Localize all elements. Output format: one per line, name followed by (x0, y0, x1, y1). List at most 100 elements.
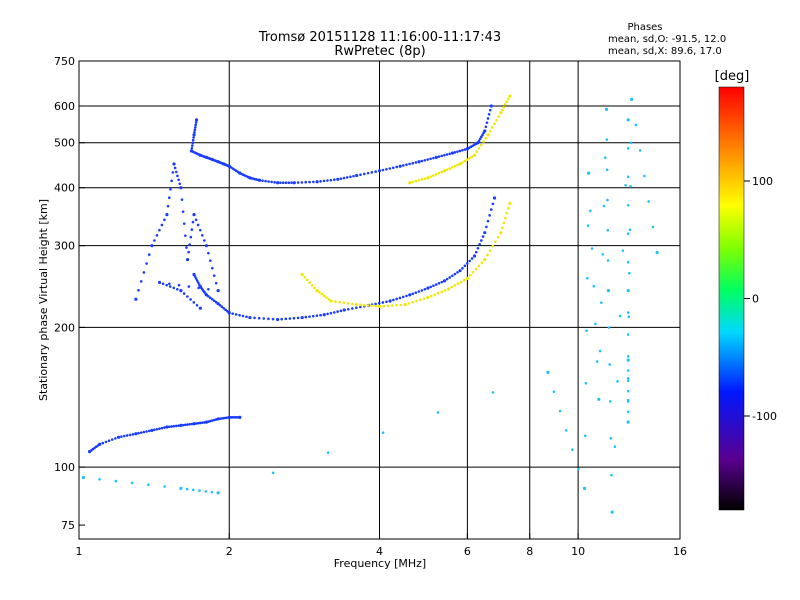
interpolated-point (626, 311, 630, 314)
interpolated-point (171, 171, 175, 174)
data-point (172, 162, 176, 166)
interpolated-point (194, 218, 198, 222)
data-point (499, 231, 503, 235)
interpolated-point (342, 176, 346, 180)
interpolated-point (261, 179, 264, 182)
grid-lines (79, 61, 680, 539)
interpolated-point (504, 103, 507, 106)
interpolated-point (607, 326, 611, 329)
interpolated-point (497, 115, 500, 118)
interpolated-point (308, 281, 311, 284)
interpolated-point (137, 289, 140, 292)
interpolated-point (453, 164, 457, 168)
interpolated-point (479, 143, 483, 147)
interpolated-point (139, 431, 143, 434)
data-point (426, 176, 430, 180)
stats-heading: Phases (627, 22, 662, 33)
interpolated-point (304, 315, 308, 319)
data-points (81, 94, 659, 514)
interpolated-point (155, 427, 159, 431)
interpolated-point (188, 243, 192, 246)
interpolated-point (459, 280, 463, 284)
interpolated-point (448, 167, 452, 170)
interpolated-point (436, 411, 440, 414)
interpolated-point (101, 441, 105, 445)
interpolated-point (603, 156, 607, 159)
y-tick-label: 500 (54, 137, 75, 150)
interpolated-point (167, 425, 171, 429)
interpolated-point (423, 158, 427, 162)
interpolated-point (440, 154, 444, 158)
interpolated-point (434, 283, 438, 286)
interpolated-point (165, 283, 168, 287)
interpolated-point (477, 139, 481, 143)
interpolated-point (207, 287, 210, 291)
interpolated-point (161, 282, 165, 286)
data-point (248, 315, 252, 320)
interpolated-point (470, 155, 474, 158)
interpolated-point (203, 421, 206, 424)
interpolated-point (226, 310, 229, 313)
data-point (403, 302, 407, 307)
interpolated-point (305, 278, 309, 282)
interpolated-point (334, 300, 337, 303)
interpolated-point (181, 210, 185, 213)
interpolated-point (158, 228, 161, 232)
interpolated-point (381, 168, 385, 172)
interpolated-point (214, 418, 218, 421)
interpolated-point (610, 473, 613, 477)
interpolated-point (651, 225, 655, 229)
data-point (276, 181, 280, 185)
interpolated-point (210, 297, 214, 301)
interpolated-point (231, 312, 234, 315)
data-point (157, 280, 162, 285)
interpolated-point (417, 178, 421, 182)
interpolated-point (279, 181, 282, 185)
interpolated-point (586, 276, 589, 280)
interpolated-point (191, 220, 195, 224)
data-point (626, 358, 630, 362)
interpolated-point (440, 170, 444, 174)
data-point (499, 111, 503, 115)
interpolated-point (267, 317, 270, 321)
interpolated-point (256, 178, 260, 182)
interpolated-point (440, 280, 444, 284)
interpolated-point (450, 274, 454, 278)
interpolated-point (411, 161, 415, 165)
interpolated-point (319, 313, 322, 317)
interpolated-point (197, 283, 201, 286)
interpolated-point (281, 181, 285, 185)
interpolated-point (595, 360, 599, 363)
interpolated-point (346, 307, 350, 311)
interpolated-point (377, 301, 381, 305)
interpolated-point (204, 155, 207, 159)
data-point (81, 475, 85, 480)
interpolated-point (123, 434, 126, 438)
interpolated-point (420, 159, 424, 163)
interpolated-point (332, 311, 336, 314)
interpolated-point (465, 158, 469, 161)
interpolated-point (300, 181, 304, 184)
data-point (377, 304, 382, 308)
data-point (606, 289, 611, 293)
interpolated-point (264, 179, 267, 183)
interpolated-point (398, 296, 402, 300)
interpolated-point (351, 302, 354, 306)
interpolated-point (245, 315, 248, 319)
data-point (198, 306, 202, 310)
interpolated-point (616, 380, 619, 383)
y-tick-label: 750 (54, 55, 75, 68)
interpolated-point (191, 144, 194, 147)
interpolated-point (189, 298, 192, 301)
interpolated-point (402, 164, 405, 167)
interpolated-point (191, 141, 195, 145)
interpolated-point (494, 240, 497, 243)
interpolated-point (200, 234, 204, 237)
interpolated-point (422, 297, 426, 300)
interpolated-point (183, 423, 187, 427)
interpolated-point (210, 266, 214, 270)
interpolated-point (626, 369, 630, 372)
y-tick-label: 300 (54, 240, 75, 253)
interpolated-point (168, 285, 172, 288)
